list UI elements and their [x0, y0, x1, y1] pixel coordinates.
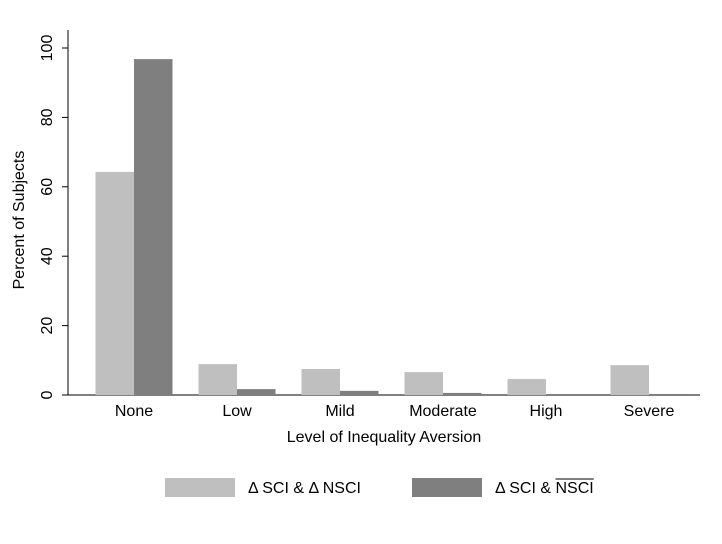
x-tick-label: None [115, 403, 153, 420]
x-tick-label: High [530, 403, 563, 420]
x-tick-label: Mild [325, 403, 354, 420]
bar [237, 389, 276, 395]
legend-swatch [412, 478, 482, 497]
y-axis-label: Percent of Subjects [11, 151, 28, 290]
bar [95, 171, 134, 395]
y-tick-label: 60 [39, 178, 56, 196]
legend-label: Δ SCI & NSCI [495, 480, 594, 497]
legend-swatch [165, 478, 235, 497]
y-tick-label: 80 [39, 108, 56, 126]
bar [404, 372, 443, 395]
bar [198, 364, 237, 395]
bar [443, 392, 482, 395]
y-tick-label: 0 [39, 390, 56, 399]
bar [507, 379, 546, 395]
y-tick-label: 20 [39, 317, 56, 335]
y-tick-label: 40 [39, 247, 56, 265]
bar [134, 59, 173, 395]
bar [610, 365, 649, 395]
x-tick-label: Moderate [409, 403, 477, 420]
x-axis-label: Level of Inequality Aversion [287, 429, 482, 446]
legend-label: Δ SCI & Δ NSCI [248, 480, 361, 497]
bar [340, 390, 379, 395]
x-tick-label: Low [222, 403, 252, 420]
bar [649, 393, 688, 395]
x-tick-label: Severe [624, 403, 675, 420]
y-tick-label: 100 [39, 35, 56, 62]
bar [301, 368, 340, 395]
